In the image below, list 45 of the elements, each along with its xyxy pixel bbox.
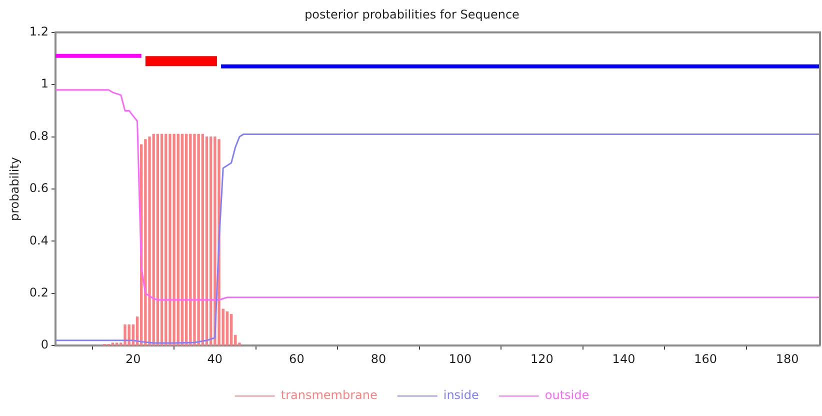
y-tick-label: 0 — [40, 338, 48, 352]
bar — [205, 136, 208, 346]
bar — [172, 134, 176, 346]
bar — [160, 134, 164, 346]
bar — [156, 134, 160, 346]
y-tick-label: 0.2 — [29, 286, 48, 300]
bar — [193, 134, 196, 346]
x-tick-label: 80 — [370, 352, 386, 366]
bar — [128, 324, 130, 346]
y-tick-label: 0.6 — [29, 181, 48, 196]
bar — [197, 134, 200, 346]
bar — [230, 314, 233, 346]
x-tick-label: 100 — [448, 352, 472, 366]
x-tick-label: 60 — [289, 352, 304, 366]
bar — [111, 342, 114, 346]
bar — [115, 342, 118, 346]
bar — [226, 311, 229, 346]
x-tick-label: 160 — [694, 352, 717, 366]
bar — [214, 136, 216, 346]
y-tick-label: 0.8 — [29, 128, 48, 143]
y-tick-label: 0.4 — [29, 233, 48, 248]
bar — [124, 324, 126, 346]
legend-label: outside — [544, 388, 590, 402]
bar — [184, 134, 188, 346]
y-axis-title: probability — [7, 156, 22, 222]
legend-label: transmembrane — [280, 388, 378, 402]
x-tick-label: 40 — [207, 352, 223, 366]
bar — [168, 134, 172, 346]
bar — [152, 134, 155, 346]
bar — [180, 134, 184, 346]
x-tick-label: 120 — [530, 352, 554, 366]
bar — [144, 139, 147, 346]
x-tick-label: 20 — [126, 352, 141, 366]
y-tick-label: 1 — [40, 76, 48, 91]
bar — [189, 134, 192, 346]
legend-label: inside — [443, 388, 479, 402]
x-tick-label: 180 — [776, 352, 799, 366]
bar — [164, 134, 168, 346]
x-tick-label: 140 — [612, 352, 636, 366]
bar — [210, 136, 212, 346]
chart-title: posterior probabilities for Sequence — [304, 7, 520, 22]
bar — [201, 134, 204, 346]
y-tick-label: 1.2 — [29, 24, 48, 39]
bar — [148, 136, 151, 346]
bar — [176, 134, 180, 346]
